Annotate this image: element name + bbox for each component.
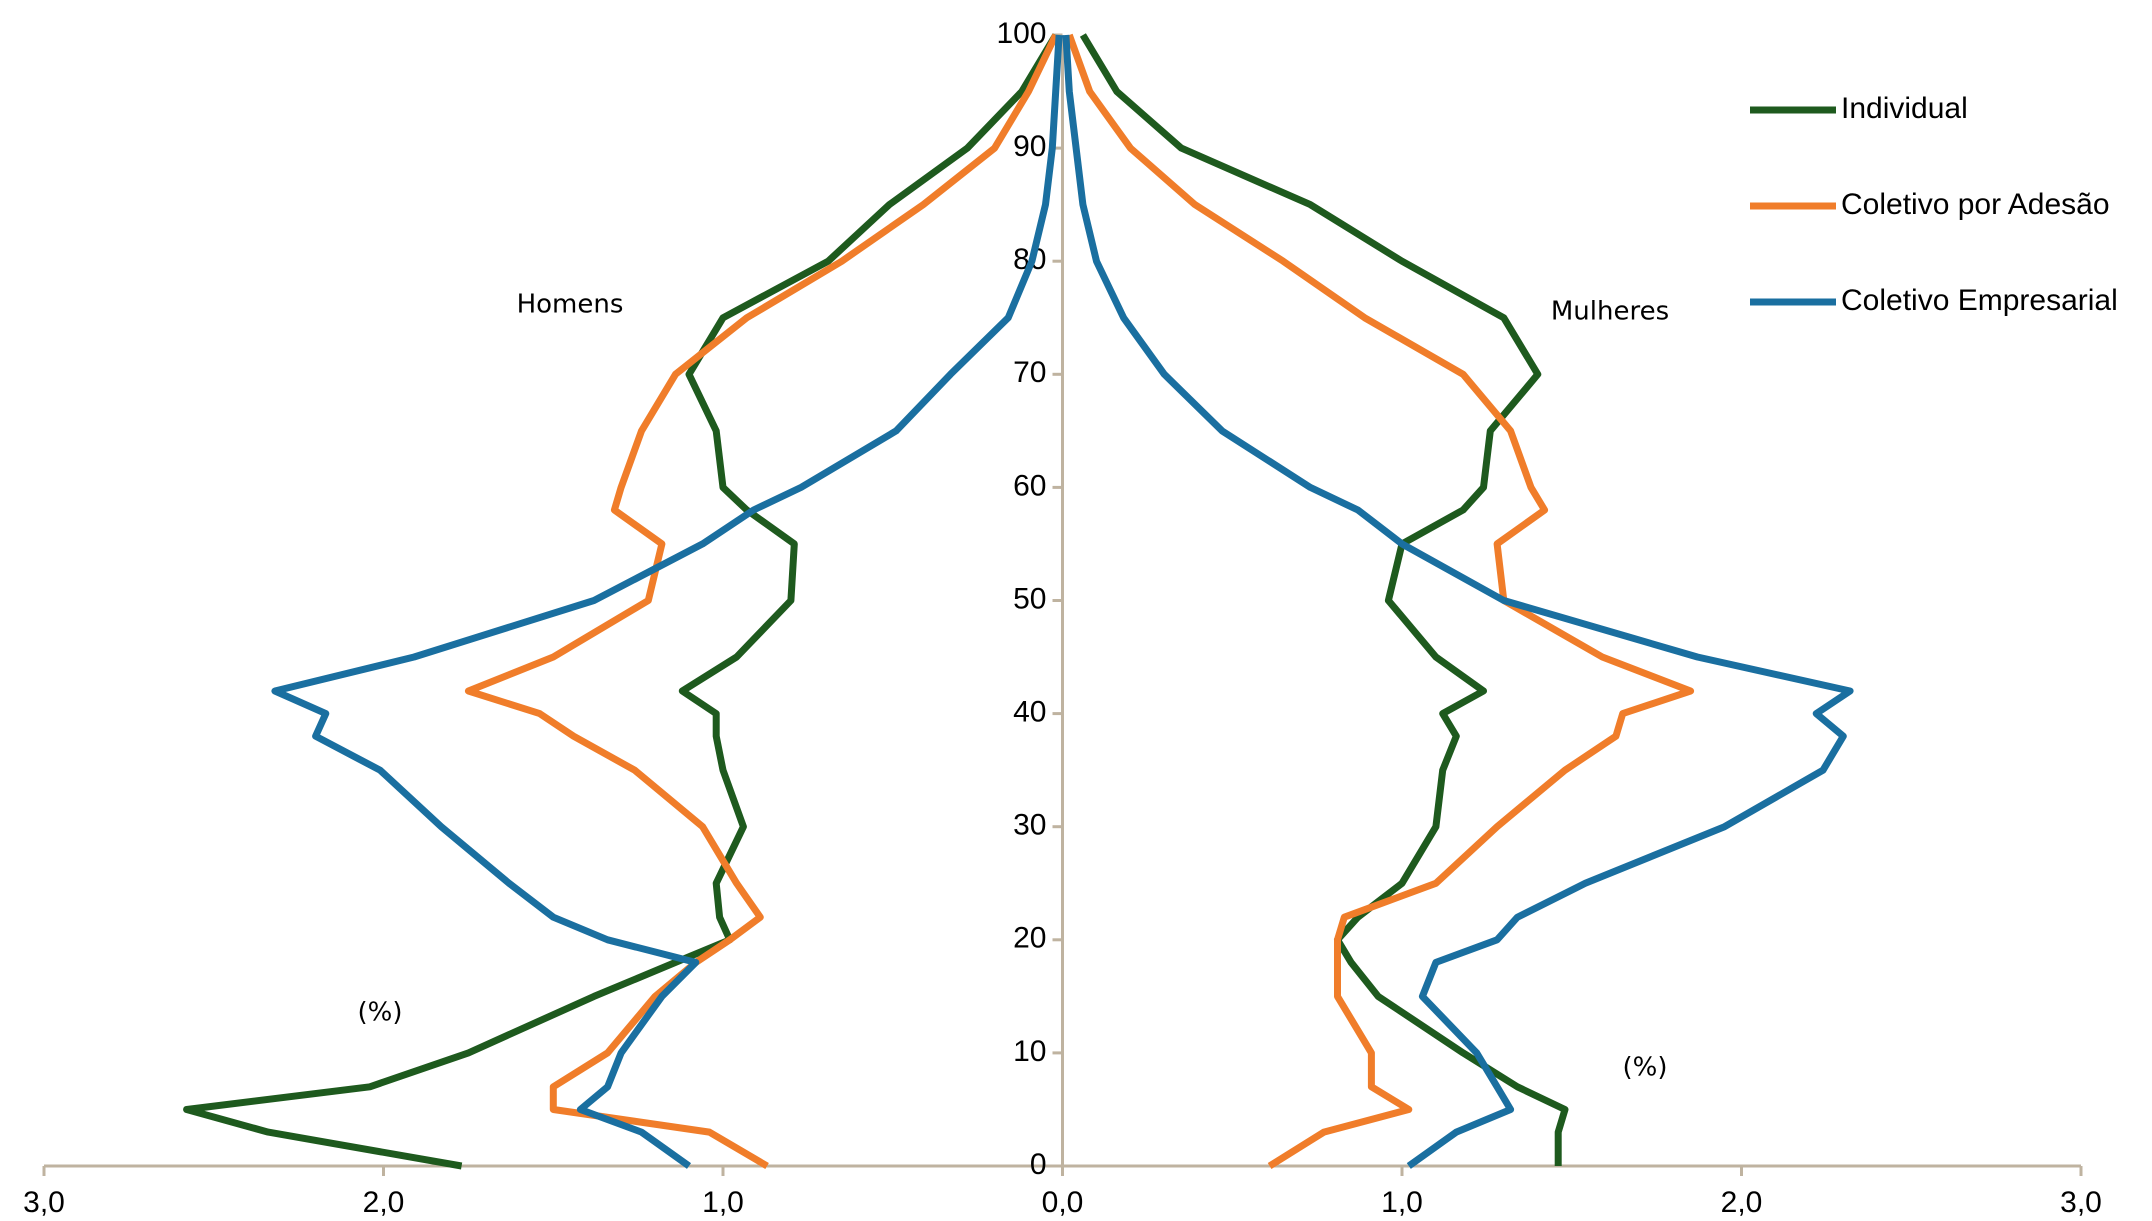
legend-label: Coletivo por Adesão <box>1841 188 2110 221</box>
y-tick-label: 90 <box>1013 130 1046 163</box>
x-tick-label: 2,0 <box>363 1186 405 1219</box>
annotation: (%) <box>1623 1053 1668 1083</box>
y-tick-label: 50 <box>1013 582 1046 615</box>
x-tick-label: 3,0 <box>23 1186 65 1219</box>
y-tick-label: 20 <box>1013 922 1046 955</box>
y-tick-label: 70 <box>1013 356 1046 389</box>
x-tick-label: 1,0 <box>1381 1186 1423 1219</box>
annotation: (%) <box>358 998 403 1028</box>
series-line <box>464 33 1059 1170</box>
x-tick-label: 0,0 <box>1042 1186 1084 1219</box>
y-tick-label: 0 <box>1030 1148 1047 1181</box>
series-line <box>1066 33 1695 1169</box>
series-line <box>1062 34 1854 1169</box>
series-line <box>271 34 1063 1169</box>
y-tick-label: 60 <box>1013 469 1046 502</box>
series-line <box>183 33 1059 1170</box>
series-line <box>1079 33 1569 1166</box>
y-tick-label: 10 <box>1013 1035 1046 1068</box>
y-tick-label: 100 <box>996 17 1046 50</box>
legend-label: Individual <box>1841 92 1968 125</box>
annotation: Mulheres <box>1551 297 1669 327</box>
x-tick-label: 1,0 <box>702 1186 744 1219</box>
annotation: Homens <box>517 290 624 320</box>
x-tick-label: 3,0 <box>2060 1186 2102 1219</box>
x-tick-label: 2,0 <box>1721 1186 1763 1219</box>
y-tick-label: 40 <box>1013 696 1046 729</box>
legend-label: Coletivo Empresarial <box>1841 284 2118 317</box>
y-tick-label: 30 <box>1013 809 1046 842</box>
